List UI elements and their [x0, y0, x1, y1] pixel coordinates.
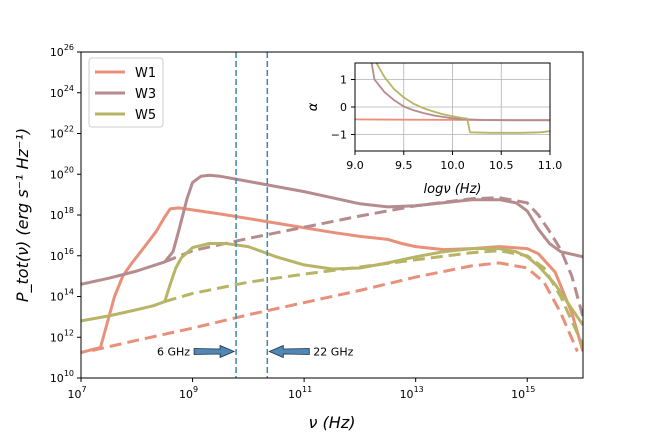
annotation-label-1: 6 GHz [157, 346, 190, 359]
inset-x-tick-label: 10.5 [489, 159, 514, 172]
main-series-group [81, 173, 583, 354]
inset-y-axis-label: α [306, 102, 321, 111]
y-tick-label: 1022 [50, 125, 74, 141]
y-tick-label: 1010 [50, 369, 74, 385]
main-y-axis-label: P_tot(ν) (erg s⁻¹ Hz⁻¹) [13, 128, 33, 302]
y-tick-label: 1016 [50, 247, 74, 263]
inset-x-axis-label: logν (Hz) [424, 182, 482, 197]
inset-series-group [355, 63, 550, 134]
legend-label-w1: W1 [135, 66, 156, 81]
annotation-arrow-2 [268, 344, 310, 359]
inset-plot: 9.0 9.5 10.0 10.5 11.0 1 0 −1 logν (Hz) α [306, 62, 562, 197]
inset-x-tick-label: 9.5 [395, 159, 413, 172]
y-tick-label: 1014 [50, 288, 74, 304]
main-plot: 6 GHz 22 GHz 107 109 1011 1013 1015 101010121… [13, 43, 584, 432]
annotation-arrow-1 [193, 344, 236, 359]
inset-series-w5 [375, 63, 550, 134]
inset-y-tick-label: −1 [331, 129, 347, 142]
annotation-label-2: 22 GHz [313, 346, 353, 359]
x-tick-label: 107 [67, 385, 86, 401]
frequency-annotations: 6 GHz 22 GHz [157, 344, 354, 359]
series-w3-synchrotron [164, 196, 583, 318]
inset-y-ticks: 1 0 −1 [331, 74, 355, 142]
legend-label-w5: W5 [135, 108, 156, 123]
main-y-ticks: 1010 1012 1014 1016 1018 1020 1022 1024 1026 [50, 43, 81, 385]
legend: W1 W3 W5 [88, 57, 164, 128]
inset-x-tick-label: 11.0 [538, 159, 563, 172]
inset-y-tick-label: 0 [340, 101, 347, 114]
inset-x-ticks: 9.0 9.5 10.0 10.5 11.0 [346, 151, 562, 172]
x-tick-label: 109 [179, 385, 198, 401]
frequency-markers [235, 52, 269, 378]
x-tick-label: 1015 [511, 385, 535, 401]
y-tick-label: 1024 [50, 84, 74, 100]
series-w1-synchrotron [91, 261, 579, 353]
x-tick-label: 1011 [288, 385, 312, 401]
series-w5-synchrotron [164, 249, 583, 347]
y-tick-label: 1026 [50, 43, 74, 59]
legend-box [88, 57, 164, 128]
y-tick-label: 1020 [50, 165, 74, 181]
y-tick-label: 1012 [50, 328, 74, 344]
inset-x-tick-label: 9.0 [346, 159, 364, 172]
inset-y-tick-label: 1 [340, 74, 347, 87]
y-tick-label: 1018 [50, 206, 74, 222]
main-x-ticks: 107 109 1011 1013 1015 [67, 378, 535, 401]
inset-series-w3 [370, 63, 550, 122]
legend-label-w3: W3 [135, 87, 156, 102]
inset-x-tick-label: 10.0 [440, 159, 465, 172]
x-tick-label: 1013 [400, 385, 424, 401]
main-x-axis-label: ν (Hz) [309, 413, 356, 432]
series-w3-total [81, 173, 583, 286]
